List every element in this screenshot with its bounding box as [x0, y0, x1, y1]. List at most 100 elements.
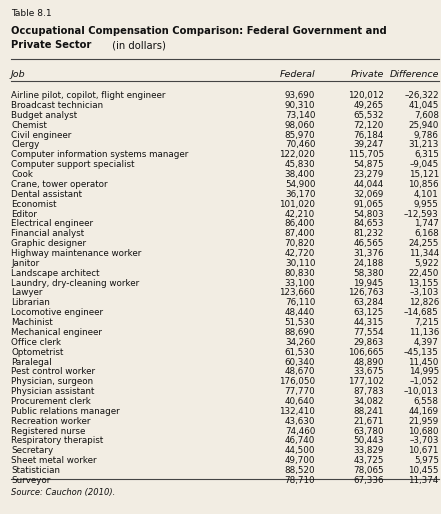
- Text: Secretary: Secretary: [11, 446, 53, 455]
- Text: 11,344: 11,344: [408, 249, 439, 258]
- Text: 123,660: 123,660: [280, 288, 315, 298]
- Text: 7,215: 7,215: [414, 318, 439, 327]
- Text: 21,671: 21,671: [353, 417, 384, 426]
- Text: Laundry, dry-cleaning worker: Laundry, dry-cleaning worker: [11, 279, 139, 288]
- Text: Physician, surgeon: Physician, surgeon: [11, 377, 93, 387]
- Text: Broadcast technician: Broadcast technician: [11, 101, 103, 110]
- Text: –3,103: –3,103: [409, 288, 439, 298]
- Text: Dental assistant: Dental assistant: [11, 190, 82, 199]
- Text: 54,875: 54,875: [353, 160, 384, 169]
- Text: Lawyer: Lawyer: [11, 288, 42, 298]
- Text: Locomotive engineer: Locomotive engineer: [11, 308, 103, 317]
- Text: 72,120: 72,120: [353, 121, 384, 130]
- Text: Highway maintenance worker: Highway maintenance worker: [11, 249, 142, 258]
- Text: 25,940: 25,940: [408, 121, 439, 130]
- Text: –45,135: –45,135: [404, 347, 439, 357]
- Text: 36,170: 36,170: [285, 190, 315, 199]
- Text: Landscape architect: Landscape architect: [11, 269, 100, 278]
- Text: Occupational Compensation Comparison: Federal Government and: Occupational Compensation Comparison: Fe…: [11, 26, 387, 36]
- Text: Clergy: Clergy: [11, 140, 39, 150]
- Text: 81,232: 81,232: [353, 229, 384, 238]
- Text: 13,155: 13,155: [408, 279, 439, 288]
- Text: 5,975: 5,975: [414, 456, 439, 465]
- Text: 90,310: 90,310: [285, 101, 315, 110]
- Text: Airline pilot, copilot, flight engineer: Airline pilot, copilot, flight engineer: [11, 91, 165, 100]
- Text: 70,460: 70,460: [285, 140, 315, 150]
- Text: 88,520: 88,520: [285, 466, 315, 475]
- Text: 11,450: 11,450: [408, 358, 439, 366]
- Text: –12,593: –12,593: [404, 210, 439, 218]
- Text: Difference: Difference: [389, 70, 439, 79]
- Text: 43,725: 43,725: [353, 456, 384, 465]
- Text: 34,082: 34,082: [353, 397, 384, 406]
- Text: 48,890: 48,890: [353, 358, 384, 366]
- Text: Statistician: Statistician: [11, 466, 60, 475]
- Text: 78,065: 78,065: [353, 466, 384, 475]
- Text: Physician assistant: Physician assistant: [11, 387, 94, 396]
- Text: 44,315: 44,315: [353, 318, 384, 327]
- Text: 132,410: 132,410: [280, 407, 315, 416]
- Text: 177,102: 177,102: [348, 377, 384, 387]
- Text: 21,959: 21,959: [408, 417, 439, 426]
- Text: 87,783: 87,783: [353, 387, 384, 396]
- Text: 33,675: 33,675: [353, 368, 384, 376]
- Text: 19,945: 19,945: [353, 279, 384, 288]
- Text: 61,530: 61,530: [285, 347, 315, 357]
- Text: 78,710: 78,710: [285, 476, 315, 485]
- Text: 106,665: 106,665: [348, 347, 384, 357]
- Text: 44,044: 44,044: [353, 180, 384, 189]
- Text: 43,630: 43,630: [285, 417, 315, 426]
- Text: 87,400: 87,400: [285, 229, 315, 238]
- Text: 42,720: 42,720: [285, 249, 315, 258]
- Text: Economist: Economist: [11, 199, 56, 209]
- Text: 7,608: 7,608: [414, 111, 439, 120]
- Text: 54,803: 54,803: [353, 210, 384, 218]
- Text: 14,995: 14,995: [408, 368, 439, 376]
- Text: 126,763: 126,763: [348, 288, 384, 298]
- Text: 65,532: 65,532: [353, 111, 384, 120]
- Text: 23,279: 23,279: [353, 170, 384, 179]
- Text: 85,970: 85,970: [285, 131, 315, 140]
- Text: 9,955: 9,955: [414, 199, 439, 209]
- Text: Cook: Cook: [11, 170, 33, 179]
- Text: –9,045: –9,045: [410, 160, 439, 169]
- Text: Civil engineer: Civil engineer: [11, 131, 71, 140]
- Text: 24,255: 24,255: [408, 239, 439, 248]
- Text: –10,013: –10,013: [404, 387, 439, 396]
- Text: 98,060: 98,060: [285, 121, 315, 130]
- Text: 70,820: 70,820: [285, 239, 315, 248]
- Text: 5,922: 5,922: [414, 259, 439, 268]
- Text: Job: Job: [11, 70, 26, 79]
- Text: (in dollars): (in dollars): [109, 40, 166, 50]
- Text: Computer information systems manager: Computer information systems manager: [11, 150, 188, 159]
- Text: 84,653: 84,653: [353, 219, 384, 228]
- Text: 115,705: 115,705: [348, 150, 384, 159]
- Text: 10,680: 10,680: [408, 427, 439, 436]
- Text: Recreation worker: Recreation worker: [11, 417, 90, 426]
- Text: 22,450: 22,450: [408, 269, 439, 278]
- Text: 6,168: 6,168: [414, 229, 439, 238]
- Text: 77,554: 77,554: [353, 328, 384, 337]
- Text: 32,069: 32,069: [353, 190, 384, 199]
- Text: 45,830: 45,830: [285, 160, 315, 169]
- Text: 48,440: 48,440: [285, 308, 315, 317]
- Text: 29,863: 29,863: [353, 338, 384, 347]
- Text: 63,284: 63,284: [353, 298, 384, 307]
- Text: 48,670: 48,670: [285, 368, 315, 376]
- Text: Office clerk: Office clerk: [11, 338, 61, 347]
- Text: Surveyor: Surveyor: [11, 476, 50, 485]
- Text: 91,065: 91,065: [353, 199, 384, 209]
- Text: Federal: Federal: [280, 70, 315, 79]
- Text: 46,740: 46,740: [285, 436, 315, 446]
- Text: 33,100: 33,100: [285, 279, 315, 288]
- Text: 10,455: 10,455: [408, 466, 439, 475]
- Text: 38,400: 38,400: [285, 170, 315, 179]
- Text: Public relations manager: Public relations manager: [11, 407, 120, 416]
- Text: –14,685: –14,685: [404, 308, 439, 317]
- Text: 44,500: 44,500: [285, 446, 315, 455]
- Text: 122,020: 122,020: [280, 150, 315, 159]
- Text: Electrical engineer: Electrical engineer: [11, 219, 93, 228]
- Text: Librarian: Librarian: [11, 298, 50, 307]
- Text: 31,213: 31,213: [408, 140, 439, 150]
- Text: Chemist: Chemist: [11, 121, 47, 130]
